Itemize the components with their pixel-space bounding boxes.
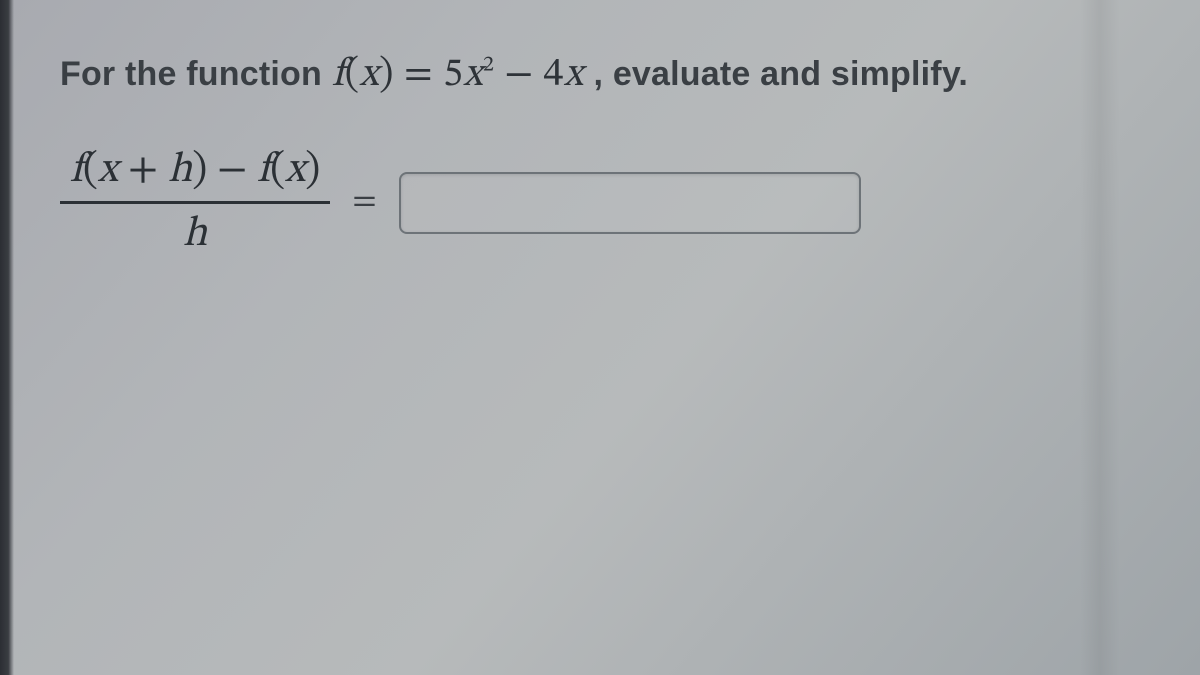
fn-eq: = — [394, 55, 443, 95]
fn-close: ) — [379, 55, 394, 95]
num-close2: ) — [305, 149, 320, 191]
difference-quotient-row: f(x + h) − f(x) h = — [60, 142, 1140, 263]
equals-sign: = — [352, 181, 376, 224]
fraction-bar — [60, 201, 330, 204]
prompt-tail-text: , evaluate and simplify. — [594, 52, 969, 98]
fn-var: x — [360, 55, 380, 95]
num-open2: ( — [270, 149, 285, 191]
page-left-edge — [0, 0, 14, 675]
worksheet-page: For the function f(x) = 5x2 − 4x , evalu… — [60, 48, 1140, 263]
fraction-denominator: h — [173, 206, 217, 263]
num-x2: x — [285, 149, 305, 191]
fn-x2: x — [564, 55, 584, 95]
fn-coef2: 4 — [544, 55, 564, 95]
num-f2: f — [257, 149, 270, 191]
num-close1: ) — [192, 149, 207, 191]
num-f1: f — [70, 149, 83, 191]
num-h: h — [168, 149, 192, 191]
num-open1: ( — [83, 149, 98, 191]
num-minus: − — [207, 149, 257, 191]
answer-input[interactable] — [399, 172, 861, 234]
fn-minus: − — [494, 55, 543, 95]
fn-coef1: 5 — [443, 55, 463, 95]
num-x: x — [98, 149, 118, 191]
fn-open: ( — [345, 55, 360, 95]
fn-x1: x — [463, 55, 483, 95]
fraction-numerator: f(x + h) − f(x) — [60, 142, 330, 199]
question-prompt: For the function f(x) = 5x2 − 4x , evalu… — [60, 48, 1140, 102]
function-definition: f(x) = 5x2 − 4x — [332, 48, 584, 102]
fn-exponent: 2 — [483, 55, 494, 77]
num-plus: + — [118, 149, 168, 191]
fn-f: f — [332, 55, 345, 95]
prompt-lead-text: For the function — [60, 52, 322, 98]
difference-quotient-fraction: f(x + h) − f(x) h — [60, 142, 330, 263]
